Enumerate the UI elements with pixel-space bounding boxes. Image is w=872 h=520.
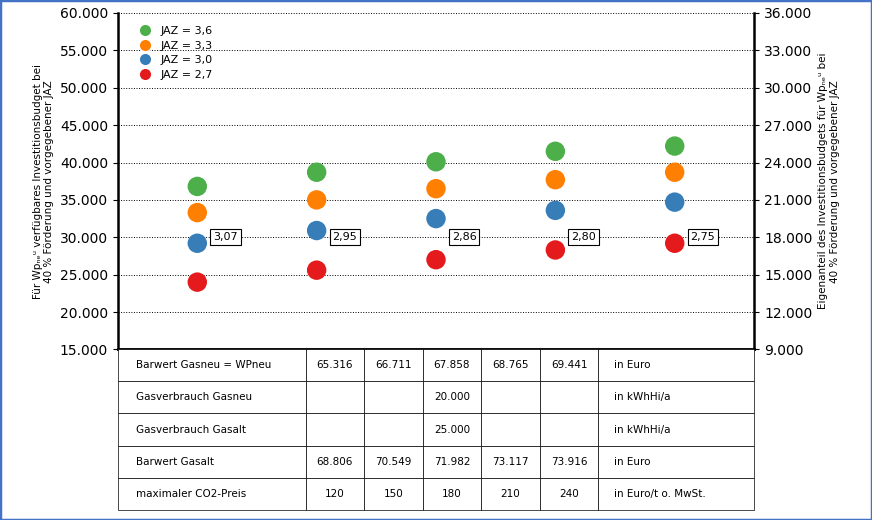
Point	[190, 209, 204, 217]
Point	[190, 183, 204, 191]
Point	[668, 198, 682, 206]
Point	[310, 168, 324, 176]
Point	[548, 246, 562, 254]
Point	[310, 266, 324, 275]
Point	[310, 226, 324, 235]
Point	[668, 168, 682, 176]
Legend: JAZ = 3,6, JAZ = 3,3, JAZ = 3,0, JAZ = 2,7: JAZ = 3,6, JAZ = 3,3, JAZ = 3,0, JAZ = 2…	[130, 22, 218, 84]
Text: 2,75: 2,75	[691, 232, 715, 242]
Y-axis label: Für Wpₙₑᵘ verfügbares Investitionsbudget bei
40 % Förderung und vorgegebener JAZ: Für Wpₙₑᵘ verfügbares Investitionsbudget…	[32, 64, 54, 298]
Point	[310, 196, 324, 204]
Text: 2,86: 2,86	[452, 232, 477, 242]
Point	[190, 239, 204, 248]
Text: 3,07: 3,07	[214, 232, 238, 242]
Y-axis label: Eigenanteil des Investitionsbudgets für Wpₙₑᵘ bei
40 % Förderung und vorgegebene: Eigenanteil des Investitionsbudgets für …	[818, 53, 840, 309]
Point	[668, 142, 682, 150]
Point	[668, 239, 682, 248]
Point	[548, 206, 562, 215]
Point	[429, 158, 443, 166]
Text: 2,80: 2,80	[571, 232, 596, 242]
Point	[429, 255, 443, 264]
Text: 2,95: 2,95	[332, 232, 358, 242]
Point	[190, 278, 204, 287]
Point	[429, 214, 443, 223]
Point	[429, 185, 443, 193]
Point	[548, 147, 562, 155]
Point	[548, 176, 562, 184]
